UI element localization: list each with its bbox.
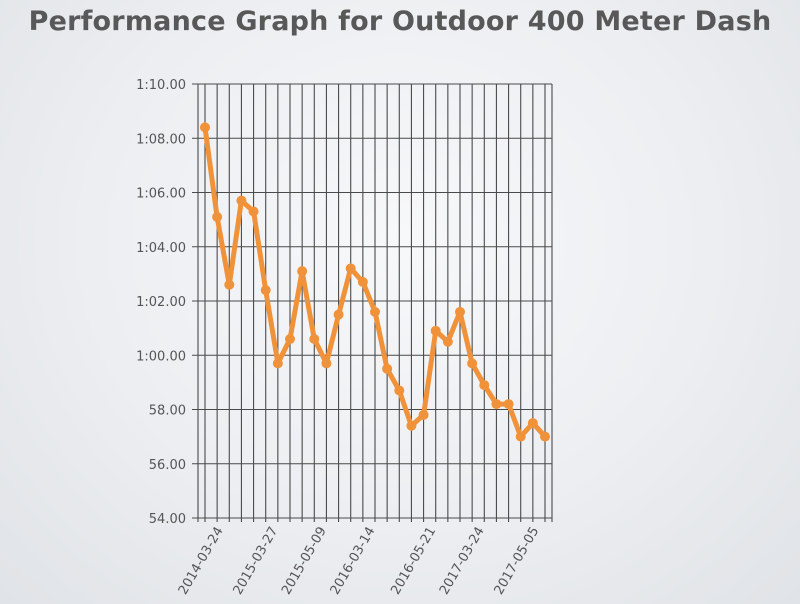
x-tick-label: 2016-03-14 <box>328 525 379 598</box>
data-point <box>455 306 465 317</box>
y-tick-label: 1:04.00 <box>136 241 186 256</box>
y-tick-label: 1:08.00 <box>136 132 186 147</box>
data-point <box>333 309 344 320</box>
data-point <box>260 285 271 296</box>
y-tick-label: 1:10.00 <box>136 78 186 93</box>
x-tick-label: 2016-05-21 <box>388 525 439 598</box>
data-point <box>236 195 247 206</box>
y-tick-label: 56.00 <box>149 458 186 473</box>
chart-title: Performance Graph for Outdoor 400 Meter … <box>28 6 772 37</box>
data-point <box>406 420 417 431</box>
x-tick-label: 2014-03-24 <box>176 525 227 598</box>
data-point <box>309 333 320 344</box>
data-point <box>345 263 356 274</box>
data-point <box>418 409 429 420</box>
y-tick-label: 54.00 <box>149 512 186 527</box>
data-point <box>382 363 393 374</box>
data-point <box>442 336 453 347</box>
y-tick-label: 1:06.00 <box>136 187 186 202</box>
data-point <box>370 306 380 317</box>
data-point <box>515 431 526 442</box>
x-axis-tick-labels: 2014-03-24 2015-03-272015-05-092016-03-14… <box>176 525 542 598</box>
data-point <box>394 385 405 396</box>
y-tick-label: 1:00.00 <box>136 349 186 364</box>
data-point <box>491 399 502 410</box>
data-point <box>357 277 368 288</box>
data-point <box>224 279 235 290</box>
data-point <box>527 418 538 429</box>
data-point <box>248 206 259 217</box>
data-point <box>212 211 223 222</box>
y-tick-label: 1:02.00 <box>136 295 186 310</box>
data-point <box>321 358 332 369</box>
data-point <box>285 333 295 344</box>
horizontal-gridlines <box>192 83 552 519</box>
y-axis-tick-labels: 54.00 56.00 58.00 1:00.00 1:02.00 1:04.00 1:06… <box>136 78 186 527</box>
data-point <box>297 266 308 277</box>
x-tick-label: 2017-05-05 <box>492 525 543 598</box>
data-point <box>430 325 441 336</box>
y-tick-label: 58.00 <box>149 404 186 419</box>
data-point <box>200 122 210 133</box>
data-point <box>479 380 490 391</box>
data-points <box>200 122 550 442</box>
data-point <box>540 431 550 442</box>
data-point <box>467 358 478 369</box>
vertical-gridlines <box>197 84 553 522</box>
x-tick-label: 2017-03-24 <box>437 525 488 598</box>
data-point <box>272 358 283 369</box>
x-tick-label: 2015-03-27 <box>231 525 282 598</box>
x-tick-label: 2015-05-09 <box>279 525 330 598</box>
data-point <box>503 399 514 410</box>
